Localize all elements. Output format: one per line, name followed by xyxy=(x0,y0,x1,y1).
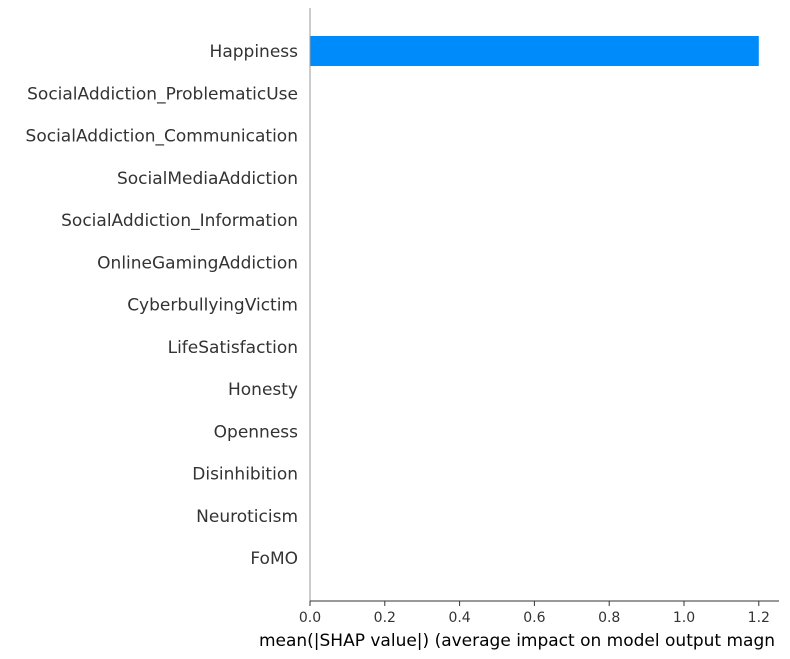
category-label: LifeSatisfaction xyxy=(168,338,298,358)
category-label: Disinhibition xyxy=(192,465,298,485)
x-ticks: 0.0 0.2 0.4 0.6 0.8 1.0 1.2 xyxy=(299,601,770,626)
x-tick-label: 1.0 xyxy=(673,610,695,626)
category-label: Neuroticism xyxy=(196,507,298,527)
x-tick-label: 0.6 xyxy=(523,610,545,626)
category-label: SocialAddiction_Information xyxy=(61,211,298,231)
x-tick-label: 0.8 xyxy=(598,610,620,626)
category-label: SocialAddiction_Communication xyxy=(26,127,298,147)
category-labels: Happiness SocialAddiction_ProblematicUse S… xyxy=(26,42,299,569)
category-label: SocialMediaAddiction xyxy=(117,169,298,189)
bar-happiness xyxy=(310,36,759,66)
category-label: FoMO xyxy=(250,549,298,569)
x-tick-label: 0.2 xyxy=(374,610,396,626)
category-label: OnlineGamingAddiction xyxy=(97,253,298,273)
bars-group xyxy=(310,36,759,66)
x-tick-label: 0.4 xyxy=(448,610,470,626)
category-label: Honesty xyxy=(228,380,298,400)
category-label: Happiness xyxy=(210,42,299,62)
category-label: Openness xyxy=(214,422,298,442)
x-tick-label: 1.2 xyxy=(748,610,770,626)
category-label: SocialAddiction_ProblematicUse xyxy=(27,84,298,104)
category-label: CyberbullyingVictim xyxy=(127,296,298,316)
x-tick-label: 0.0 xyxy=(299,610,321,626)
x-axis-title: mean(|SHAP value|) (average impact on mo… xyxy=(259,631,775,651)
